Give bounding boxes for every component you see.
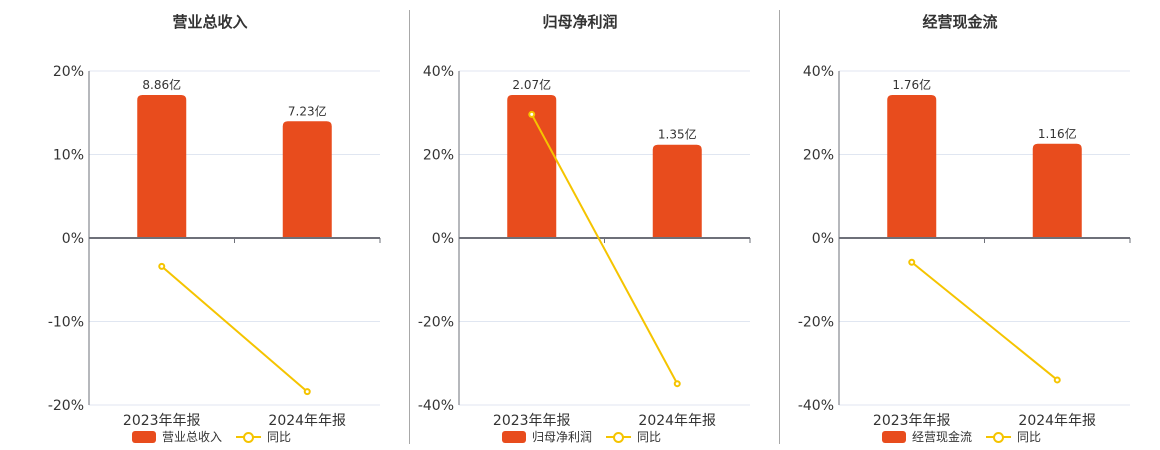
legend-label: 经营现金流 xyxy=(912,430,973,444)
legend-item-line[interactable]: 同比 xyxy=(222,429,291,445)
chart-legend: 归母净利润 同比 xyxy=(502,429,661,445)
legend-label: 同比 xyxy=(637,430,662,444)
y-tick-label: -20% xyxy=(48,398,84,414)
yoy-data-point[interactable] xyxy=(908,258,916,266)
bar[interactable] xyxy=(1032,143,1082,238)
yoy-line xyxy=(530,113,679,385)
y-tick-label: -40% xyxy=(418,398,454,414)
bar-swatch-icon xyxy=(502,431,526,443)
bar[interactable] xyxy=(137,95,187,238)
bar-value-label: 1.76亿 xyxy=(892,77,931,92)
bar-value-label: 7.23亿 xyxy=(288,103,327,118)
y-tick-label: 10% xyxy=(53,148,84,164)
y-tick-label: 0% xyxy=(62,231,84,247)
chart-title: 经营现金流 xyxy=(922,13,998,31)
panel-divider xyxy=(409,10,410,444)
y-tick-label: 0% xyxy=(432,231,454,247)
x-category-label: 2024年年报 xyxy=(638,413,716,429)
bar-value-label: 1.35亿 xyxy=(658,127,697,142)
chart-panel-revenue: 营业总收入 20% 10% 0% -10% -20% 8.86亿 7.23亿 2023年年报 2… xyxy=(0,0,410,450)
x-category-label: 2024年年报 xyxy=(268,413,346,429)
panel-divider xyxy=(779,10,780,444)
line-marker-icon xyxy=(606,431,632,443)
chart-title: 归母净利润 xyxy=(542,13,618,31)
legend-item-line[interactable]: 同比 xyxy=(972,429,1041,445)
y-tick-label: -20% xyxy=(798,315,834,331)
chart-plot: 40% 20% 0% -20% -40% 1.76亿 1.16亿 2023年年报 2024年年报 xyxy=(798,64,1131,429)
bar-value-label: 2.07亿 xyxy=(512,77,551,92)
chart-plot: 40% 20% 0% -20% -40% 2.07亿 1.35亿 2023年年报 2024年年报 xyxy=(418,64,751,429)
bar[interactable] xyxy=(887,95,937,238)
chart-panel-net-profit: 归母净利润 40% 20% 0% -20% -40% 2.07亿 1.35亿 2023年年报 2… xyxy=(370,0,780,450)
legend-label: 同比 xyxy=(1017,430,1042,444)
bar[interactable] xyxy=(507,95,557,238)
legend-label: 营业总收入 xyxy=(162,430,223,444)
yoy-data-point[interactable] xyxy=(528,110,536,118)
y-tick-label: -40% xyxy=(798,398,834,414)
legend-item-bar[interactable]: 归母净利润 xyxy=(502,429,592,445)
bar-value-label: 1.16亿 xyxy=(1038,126,1077,141)
legend-label: 归母净利润 xyxy=(532,430,593,444)
legend-label: 同比 xyxy=(267,430,292,444)
y-tick-label: 20% xyxy=(803,148,834,164)
chart-legend: 营业总收入 同比 xyxy=(132,429,291,445)
line-marker-icon xyxy=(986,431,1012,443)
x-category-label: 2024年年报 xyxy=(1018,413,1096,429)
bar[interactable] xyxy=(652,144,702,238)
yoy-line xyxy=(911,261,1058,381)
chart-legend: 经营现金流 同比 xyxy=(882,429,1041,445)
bar-value-label: 8.86亿 xyxy=(142,77,181,92)
y-tick-label: 40% xyxy=(423,64,454,80)
yoy-data-point[interactable] xyxy=(158,262,166,270)
chart-plot: 20% 10% 0% -10% -20% 8.86亿 7.23亿 2023年年报 2024年年报 xyxy=(48,64,381,429)
legend-item-line[interactable]: 同比 xyxy=(592,429,661,445)
bar[interactable] xyxy=(282,121,332,238)
chart-panel-operating-cash-flow: 经营现金流 40% 20% 0% -20% -40% 1.76亿 1.16亿 2023年年报 2… xyxy=(750,0,1160,450)
y-tick-label: -10% xyxy=(48,315,84,331)
legend-item-bar[interactable]: 经营现金流 xyxy=(882,429,972,445)
yoy-line xyxy=(161,265,308,393)
bar-swatch-icon xyxy=(882,431,906,443)
y-tick-label: 20% xyxy=(423,148,454,164)
yoy-data-point[interactable] xyxy=(303,388,311,396)
legend-item-bar[interactable]: 营业总收入 xyxy=(132,429,222,445)
bar-swatch-icon xyxy=(132,431,156,443)
chart-title: 营业总收入 xyxy=(172,13,248,31)
yoy-data-point[interactable] xyxy=(673,380,681,388)
yoy-data-point[interactable] xyxy=(1053,376,1061,384)
y-tick-label: 20% xyxy=(53,64,84,80)
x-category-label: 2023年年报 xyxy=(873,413,951,429)
line-marker-icon xyxy=(236,431,262,443)
x-category-label: 2023年年报 xyxy=(123,413,201,429)
y-tick-label: -20% xyxy=(418,315,454,331)
y-tick-label: 40% xyxy=(803,64,834,80)
y-tick-label: 0% xyxy=(812,231,834,247)
x-category-label: 2023年年报 xyxy=(493,413,571,429)
